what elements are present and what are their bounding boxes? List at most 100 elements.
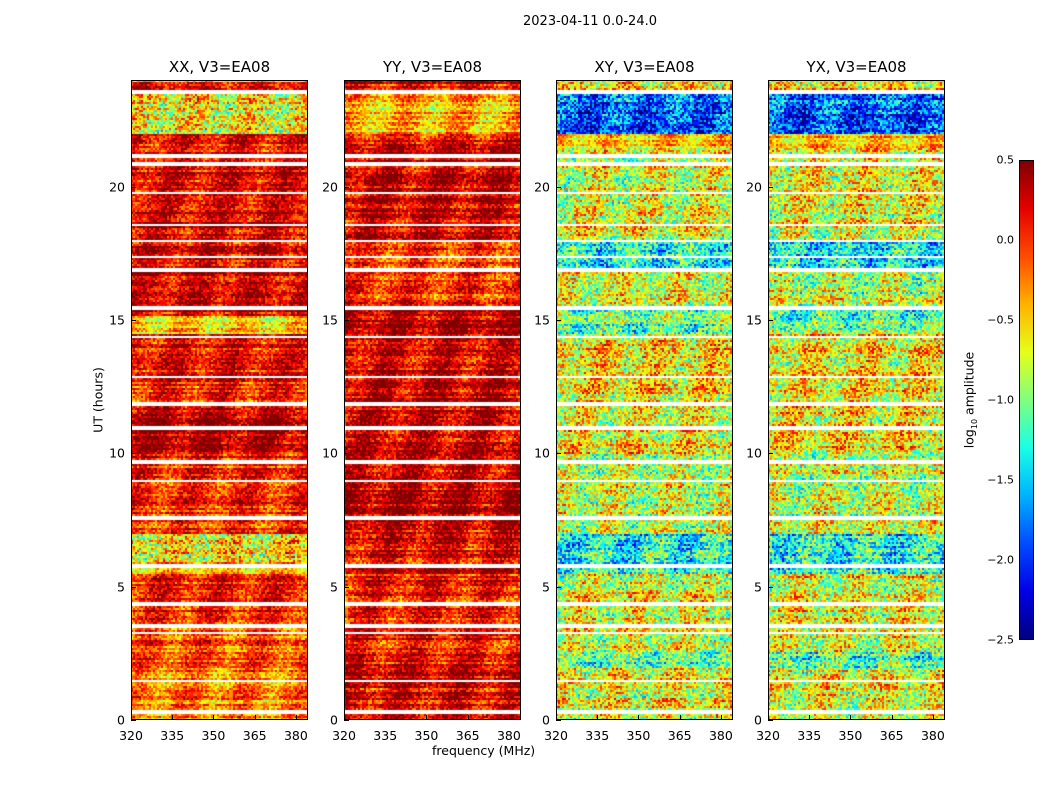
- x-tick-label: 380: [920, 728, 945, 743]
- plot-frame: [768, 80, 945, 720]
- plot-frame: [131, 80, 308, 720]
- y-tick-mark: [556, 586, 561, 588]
- heatmap-image: [768, 80, 945, 720]
- colorbar-tick-label: −1.0: [987, 393, 1014, 407]
- x-tick-mark: [295, 715, 297, 720]
- y-tick-mark: [556, 720, 561, 721]
- x-tick-label: 320: [119, 728, 143, 743]
- y-tick-mark: [344, 186, 349, 188]
- x-tick-mark: [679, 715, 681, 720]
- y-tick-label: 5: [754, 579, 762, 595]
- colorbar-tick-label: 0.5: [996, 153, 1015, 167]
- y-tick-label: 20: [534, 179, 550, 195]
- x-tick-label: 380: [496, 728, 521, 743]
- y-tick-label: 15: [322, 312, 338, 328]
- panel-3: YX, V3=EA08 320 335 350 365 380 0 5 10 15 20: [746, 58, 945, 743]
- x-tick-mark: [556, 715, 557, 720]
- y-tick-mark: [344, 453, 349, 455]
- heatmap-image: [344, 80, 521, 720]
- y-tick-label: 5: [117, 579, 125, 595]
- colorbar-tick-label: 0.0: [996, 233, 1015, 247]
- x-tick-mark: [213, 715, 215, 720]
- x-tick-label: 320: [332, 728, 356, 743]
- y-tick-label: 20: [746, 179, 762, 195]
- heatmap-image: [556, 80, 733, 720]
- y-tick-label: 15: [534, 312, 550, 328]
- x-tick-mark: [467, 715, 469, 720]
- x-tick-label: 320: [544, 728, 568, 743]
- y-tick-label: 0: [754, 712, 762, 728]
- x-tick-label: 335: [373, 728, 398, 743]
- x-tick-mark: [426, 715, 428, 720]
- x-tick-label: 350: [626, 728, 651, 743]
- y-tick-label: 0: [117, 712, 125, 728]
- x-tick-label: 380: [283, 728, 308, 743]
- x-tick-mark: [638, 715, 640, 720]
- panel-title: XY, V3=EA08: [594, 58, 695, 76]
- y-tick-label: 10: [322, 445, 338, 461]
- x-tick-mark: [508, 715, 510, 720]
- plot-frame: [556, 80, 733, 720]
- y-tick-mark: [131, 720, 136, 721]
- y-tick-mark: [131, 586, 136, 588]
- y-tick-label: 15: [109, 312, 125, 328]
- y-tick-mark: [131, 320, 136, 321]
- x-tick-mark: [131, 715, 132, 720]
- y-tick-mark: [768, 453, 773, 455]
- x-tick-mark: [768, 715, 769, 720]
- panel-title: YX, V3=EA08: [806, 58, 907, 76]
- x-tick-mark: [809, 715, 811, 720]
- x-tick-mark: [385, 715, 387, 720]
- plot-frame: [344, 80, 521, 720]
- x-tick-label: 320: [756, 728, 780, 743]
- y-tick-mark: [131, 186, 136, 188]
- colorbar-label: log10 amplitude: [961, 351, 979, 449]
- panel-0: XX, V3=EA08 320 335 350 365 380 0 5 10 15 20: [109, 58, 308, 743]
- colorbar-tick-label: −2.0: [987, 553, 1014, 567]
- y-tick-label: 20: [322, 179, 338, 195]
- y-tick-label: 0: [542, 712, 550, 728]
- x-tick-mark: [172, 715, 174, 720]
- x-tick-label: 380: [708, 728, 733, 743]
- y-tick-mark: [768, 586, 773, 588]
- y-tick-mark: [768, 720, 773, 721]
- y-tick-mark: [768, 186, 773, 188]
- heatmap-image: [131, 80, 308, 720]
- y-axis-label: UT (hours): [90, 367, 106, 433]
- y-tick-label: 10: [534, 445, 550, 461]
- x-tick-label: 365: [879, 728, 904, 743]
- x-tick-mark: [850, 715, 852, 720]
- x-tick-label: 350: [838, 728, 863, 743]
- x-tick-mark: [254, 715, 256, 720]
- x-tick-mark: [597, 715, 599, 720]
- y-tick-mark: [556, 186, 561, 188]
- panel-title: XX, V3=EA08: [168, 58, 271, 76]
- panel-1: YY, V3=EA08 320 335 350 365 380 0 5 10 15 20: [322, 58, 521, 743]
- x-tick-label: 335: [160, 728, 185, 743]
- colorbar-tick-label: −0.5: [987, 313, 1014, 327]
- y-tick-label: 5: [542, 579, 550, 595]
- y-tick-mark: [344, 720, 349, 721]
- y-tick-mark: [556, 453, 561, 455]
- y-tick-mark: [344, 320, 349, 321]
- panel-2: XY, V3=EA08 320 335 350 365 380 0 5 10 15 20: [534, 58, 733, 743]
- y-tick-label: 15: [746, 312, 762, 328]
- y-tick-label: 10: [109, 445, 125, 461]
- y-tick-label: 0: [330, 712, 338, 728]
- x-tick-label: 365: [455, 728, 480, 743]
- x-tick-mark: [720, 715, 722, 720]
- x-tick-mark: [932, 715, 934, 720]
- x-tick-label: 335: [797, 728, 822, 743]
- y-tick-mark: [768, 320, 773, 321]
- colorbar: [1019, 160, 1034, 640]
- x-tick-label: 365: [242, 728, 267, 743]
- x-tick-label: 350: [414, 728, 439, 743]
- x-tick-mark: [891, 715, 893, 720]
- x-tick-label: 335: [585, 728, 610, 743]
- x-tick-mark: [344, 715, 345, 720]
- figure-title: 2023-04-11 0.0-24.0: [523, 14, 657, 29]
- y-tick-label: 5: [330, 579, 338, 595]
- y-tick-mark: [344, 586, 349, 588]
- x-tick-label: 365: [667, 728, 692, 743]
